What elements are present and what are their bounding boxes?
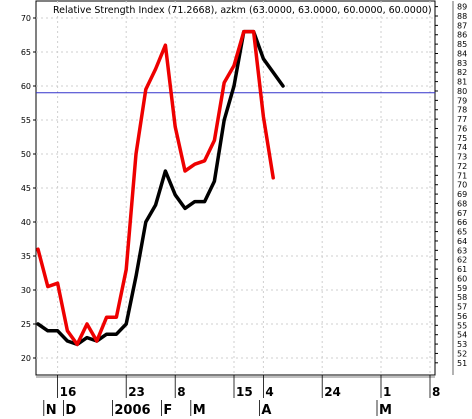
right-tick-label: 84 [457, 49, 467, 58]
left-tick-label: 55 [21, 116, 31, 125]
left-tick-label: 70 [21, 14, 31, 23]
x-day-label: 8 [177, 385, 185, 399]
x-day-label: 23 [128, 385, 145, 399]
x-month-label: M [193, 403, 206, 418]
right-tick-label: 67 [457, 209, 467, 218]
right-tick-label: 59 [457, 284, 467, 293]
x-day-label: 24 [324, 385, 341, 399]
right-tick-label: 77 [457, 115, 467, 124]
right-tick-label: 63 [457, 246, 467, 255]
left-tick-label: 30 [21, 286, 31, 295]
left-y-axis: 20 25 30 35 40 45 50 55 60 65 70 [21, 14, 36, 363]
right-tick-label: 71 [457, 171, 467, 180]
left-tick-label: 25 [21, 320, 31, 329]
right-tick-label: 76 [457, 124, 467, 133]
right-tick-label: 78 [457, 106, 467, 115]
right-tick-label: 83 [457, 59, 467, 68]
left-tick-label: 50 [21, 150, 31, 159]
left-tick-label: 65 [21, 48, 31, 57]
x-month-label: 2006 [114, 403, 150, 418]
right-tick-label: 86 [457, 31, 467, 40]
x-month-label: A [261, 403, 271, 418]
x-month-label: F [163, 403, 172, 418]
right-tick-label: 51 [457, 359, 467, 368]
x-axis: 16 23 8 15 4 24 1 8 N D 2006 F M A M [36, 375, 440, 418]
right-tick-label: 56 [457, 312, 467, 321]
x-month-label: D [65, 403, 76, 418]
right-tick-label: 89 [457, 3, 467, 12]
left-tick-label: 35 [21, 252, 31, 261]
right-tick-label: 68 [457, 199, 467, 208]
grid-lines [36, 1, 435, 375]
right-tick-label: 55 [457, 321, 467, 330]
right-tick-label: 53 [457, 340, 467, 349]
right-tick-label: 64 [457, 237, 467, 246]
x-day-label: 1 [383, 385, 391, 399]
x-day-label: 15 [236, 385, 253, 399]
right-tick-label: 60 [457, 274, 467, 283]
right-tick-label: 75 [457, 134, 467, 143]
x-month-label: N [46, 403, 57, 418]
right-tick-label: 66 [457, 218, 467, 227]
right-tick-label: 70 [457, 181, 467, 190]
right-tick-label: 61 [457, 265, 467, 274]
left-tick-label: 20 [21, 354, 31, 363]
right-tick-label: 88 [457, 12, 467, 21]
red-series-line [36, 29, 275, 347]
right-tick-label: 81 [457, 78, 467, 87]
left-tick-label: 60 [21, 82, 31, 91]
right-tick-label: 87 [457, 21, 467, 30]
right-tick-label: 69 [457, 190, 467, 199]
right-tick-label: 52 [457, 349, 467, 358]
right-tick-label: 57 [457, 303, 467, 312]
right-tick-label: 73 [457, 153, 467, 162]
right-tick-label: 85 [457, 40, 467, 49]
right-tick-label: 80 [457, 87, 467, 96]
left-tick-label: 40 [21, 218, 31, 227]
right-tick-label: 54 [457, 331, 467, 340]
right-tick-label: 72 [457, 162, 467, 171]
right-tick-label: 74 [457, 143, 467, 152]
right-tick-label: 58 [457, 293, 467, 302]
x-day-label: 8 [432, 385, 440, 399]
series-layer [36, 29, 285, 347]
right-y-axis: 5152535455565758596061626364656667686970… [435, 1, 467, 375]
chart-title: Relative Strength Index (71.2668), azkm … [53, 5, 432, 16]
x-month-label: M [379, 403, 392, 418]
right-tick-label: 65 [457, 228, 467, 237]
left-tick-label: 45 [21, 184, 31, 193]
right-tick-label: 82 [457, 68, 467, 77]
x-day-label: 4 [265, 385, 273, 399]
right-tick-label: 79 [457, 96, 467, 105]
right-tick-label: 62 [457, 256, 467, 265]
x-day-label: 16 [60, 385, 77, 399]
